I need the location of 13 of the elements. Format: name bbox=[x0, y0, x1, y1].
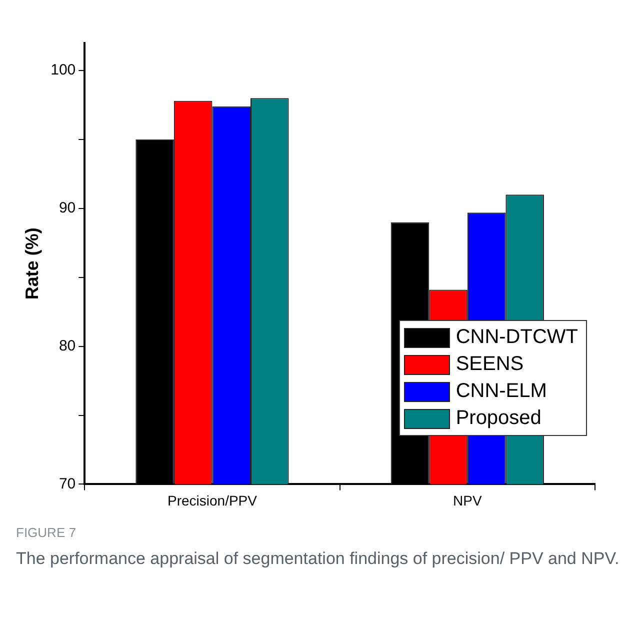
y-tick-label: 80 bbox=[58, 337, 76, 354]
legend-label: SEENS bbox=[456, 353, 524, 376]
y-axis-title: Rate (%) bbox=[22, 228, 42, 300]
y-tick-label: 70 bbox=[58, 475, 76, 492]
legend-label: Proposed bbox=[456, 407, 542, 430]
text: The performance appraisal of segmentation findings of precision/ PPV and NPV. bbox=[16, 548, 620, 570]
y-tick-label: 90 bbox=[58, 200, 76, 217]
caption: FIGURE 7 bbox=[16, 524, 77, 542]
x-tick-label: NPV bbox=[453, 492, 482, 508]
x-tick-label: Precision/PPV bbox=[167, 492, 258, 508]
y-tick-label: 100 bbox=[50, 62, 76, 79]
legend-label: CNN-ELM bbox=[456, 380, 547, 403]
legend-label: CNN-DTCWT bbox=[456, 326, 578, 349]
